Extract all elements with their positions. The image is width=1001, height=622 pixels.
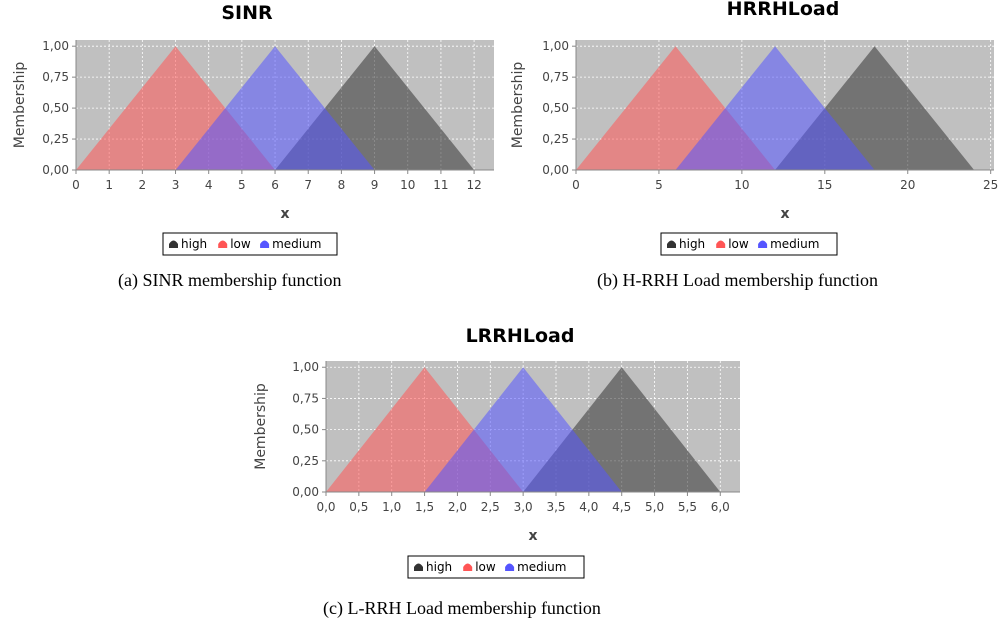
legend-marker-high [414, 563, 423, 571]
caption-sinr: (a) SINR membership function [118, 270, 342, 290]
legend-marker-high [169, 240, 178, 248]
x-tick-label: 6,0 [711, 500, 730, 514]
x-tick-label: 20 [900, 178, 915, 192]
y-axis-label: Membership [12, 62, 28, 149]
x-tick-label: 3 [172, 178, 180, 192]
caption-lrrhload: (c) L-RRH Load membership function [323, 598, 601, 618]
legend-label-medium: medium [770, 237, 819, 251]
y-tick-label: 0,75 [42, 70, 69, 84]
legend-marker-low [218, 240, 228, 248]
y-tick-label: 0,50 [42, 101, 69, 115]
legend-marker-medium [260, 240, 270, 248]
x-tick-label: 3,5 [546, 500, 565, 514]
series-area-medium [424, 367, 622, 492]
x-tick-label: 4,0 [579, 500, 598, 514]
y-tick-label: 1,00 [292, 360, 319, 374]
x-tick-label: 5 [238, 178, 246, 192]
x-tick-label: 7 [304, 178, 312, 192]
x-tick-label: 11 [433, 178, 448, 192]
legend-marker-low [463, 563, 473, 571]
legend: high low medium [407, 555, 585, 579]
y-tick-label: 0,75 [542, 70, 569, 84]
y-tick-label: 0,50 [292, 423, 319, 437]
y-tick-label: 0,00 [292, 485, 319, 499]
x-tick-label: 12 [466, 178, 481, 192]
x-tick-label: 5,0 [645, 500, 664, 514]
x-tick-label: 8 [338, 178, 346, 192]
x-tick-label: 10 [734, 178, 749, 192]
x-tick-label: 4,5 [612, 500, 631, 514]
x-axis-label: x [528, 528, 537, 544]
x-tick-label: 4 [205, 178, 213, 192]
x-tick-label: 0,0 [316, 500, 335, 514]
chart-hrrhload: HRRHLoad 0 5 10 15 20 25 0,00 0,25 0,50 0,75 1,00 Me… [510, 0, 998, 256]
legend-box [660, 232, 838, 256]
legend-marker-high [667, 240, 676, 248]
series-area-medium [175, 46, 375, 170]
legend-box [162, 232, 338, 256]
legend-box [407, 555, 585, 579]
y-tick-label: 0,50 [542, 101, 569, 115]
y-tick-label: 0,25 [292, 454, 319, 468]
x-tick-label: 0 [572, 178, 580, 192]
legend: high low medium [660, 232, 838, 256]
legend-label-high: high [679, 237, 705, 251]
chart-title: HRRHLoad [727, 0, 840, 20]
legend-label-low: low [230, 237, 251, 251]
legend: high low medium [162, 232, 338, 256]
y-tick-label: 0,00 [42, 163, 69, 177]
x-tick-label: 0,5 [349, 500, 368, 514]
y-tick-label: 0,75 [292, 391, 319, 405]
legend-marker-low [716, 240, 726, 248]
series-area-medium [675, 46, 875, 170]
y-axis-label: Membership [253, 383, 269, 470]
x-tick-label: 9 [371, 178, 379, 192]
legend-marker-medium [505, 563, 515, 571]
x-tick-label: 2,0 [448, 500, 467, 514]
caption-hrrhload: (b) H-RRH Load membership function [597, 270, 878, 290]
chart-panel-lrrhload: LRRHLoad 0,0 0,5 1,0 1,5 2,0 2,5 3,0 3,5 4,0 4,5 5,… [240, 318, 760, 622]
y-tick-label: 1,00 [42, 39, 69, 53]
y-tick-label: 0,25 [42, 132, 69, 146]
x-tick-label: 10 [400, 178, 415, 192]
x-tick-label: 1,0 [382, 500, 401, 514]
legend-label-medium: medium [517, 560, 566, 574]
x-tick-label: 6 [271, 178, 279, 192]
y-axis-label: Membership [510, 62, 526, 149]
legend-label-high: high [426, 560, 452, 574]
x-tick-label: 0 [72, 178, 80, 192]
legend-label-medium: medium [272, 237, 321, 251]
chart-title: LRRHLoad [466, 325, 575, 347]
legend-label-low: low [728, 237, 749, 251]
y-tick-label: 0,00 [542, 163, 569, 177]
x-axis-label: x [780, 206, 789, 222]
x-tick-label: 2,5 [481, 500, 500, 514]
chart-panel-hrrhload: HRRHLoad 0 5 10 15 20 25 0,00 0,25 0,50 0,75 1,00 Me… [500, 0, 1001, 300]
x-tick-label: 15 [817, 178, 832, 192]
x-tick-label: 2 [139, 178, 147, 192]
x-tick-label: 1,5 [415, 500, 434, 514]
x-tick-label: 1 [105, 178, 113, 192]
y-tick-label: 0,25 [542, 132, 569, 146]
x-tick-label: 3,0 [514, 500, 533, 514]
legend-marker-medium [758, 240, 768, 248]
chart-panel-sinr: SINR 0 1 2 3 4 5 6 7 8 9 10 11 12 0,00 0,25 0,50 0,75 1,00… [0, 0, 500, 300]
x-tick-label: 5,5 [678, 500, 697, 514]
legend-label-high: high [181, 237, 207, 251]
y-tick-label: 1,00 [542, 39, 569, 53]
x-axis-label: x [280, 206, 289, 222]
chart-lrrhload: LRRHLoad 0,0 0,5 1,0 1,5 2,0 2,5 3,0 3,5 4,0 4,5 5,… [253, 325, 740, 579]
legend-label-low: low [475, 560, 496, 574]
chart-title: SINR [221, 2, 273, 24]
x-tick-label: 25 [983, 178, 998, 192]
x-tick-label: 5 [655, 178, 663, 192]
